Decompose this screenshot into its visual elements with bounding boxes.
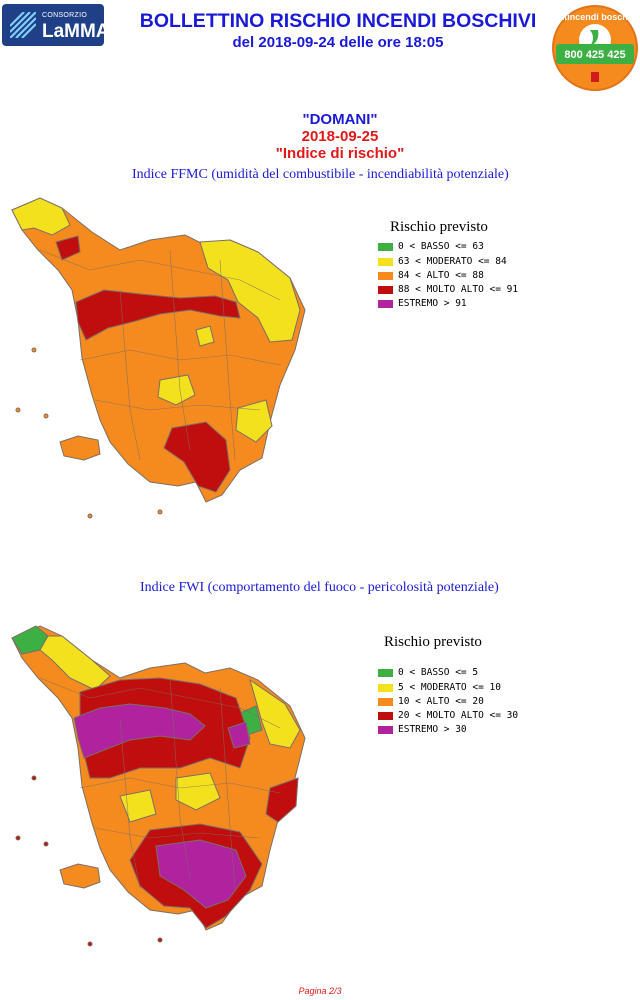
fwi-map [11,625,306,947]
ffmc-legend-item: 88 < MOLTO ALTO <= 91 [378,284,518,296]
ffmc-legend-item: ESTREMO > 91 [378,298,467,310]
fwi-region-estremo [73,703,206,759]
ffmc-region-moderato [11,197,71,236]
lamma-logo: CONSORZIO LaMMA [2,4,104,46]
forecast-day-label: "DOMANI" [302,111,378,128]
lamma-logo-icon [10,12,36,38]
ffmc-region-alto [11,197,306,503]
forecast-date: 2018-09-25 [301,128,379,145]
ffmc-region-molto-alto [75,289,241,341]
ffmc-legend-item: 0 < BASSO <= 63 [378,241,484,253]
fwi-legend-item: 0 < BASSO <= 5 [378,667,478,679]
badge-ring-text: Antincendi boschivi [552,12,638,22]
bulletin-title: BOLLETTINO RISCHIO INCENDI BOSCHIVI [139,10,537,32]
bulletin-subtitle: del 2018-09-24 delle ore 18:05 [232,34,444,51]
fwi-legend-title: Rischio previsto [384,634,482,650]
page-number: Pagina 2/3 [298,986,342,996]
fwi-description: Indice FWI (comportamento del fuoco - pe… [140,580,499,595]
fwi-legend-item: 20 < MOLTO ALTO <= 30 [378,710,518,722]
ffmc-legend-item: 84 < ALTO <= 88 [378,270,484,282]
fwi-legend-item: 5 < MODERATO <= 10 [378,682,501,694]
region-crest-icon [591,72,599,82]
index-label: "Indice di rischio" [275,145,405,162]
badge-phone: 800 425 425 [564,49,625,61]
tree-icon [590,30,599,46]
logo-lamma-text: LaMMA [42,21,104,42]
ffmc-legend-title: Rischio previsto [390,219,488,235]
antincendi-badge: 800 425 425 Antincendi boschivi [552,5,638,91]
fwi-legend-item: ESTREMO > 30 [378,724,467,736]
fwi-legend-item: 10 < ALTO <= 20 [378,696,484,708]
ffmc-legend-item: 63 < MODERATO <= 84 [378,256,507,268]
logo-consorzio-text: CONSORZIO [42,12,88,19]
ffmc-description: Indice FFMC (umidità del combustibile - … [132,167,509,182]
ffmc-map [11,197,306,519]
